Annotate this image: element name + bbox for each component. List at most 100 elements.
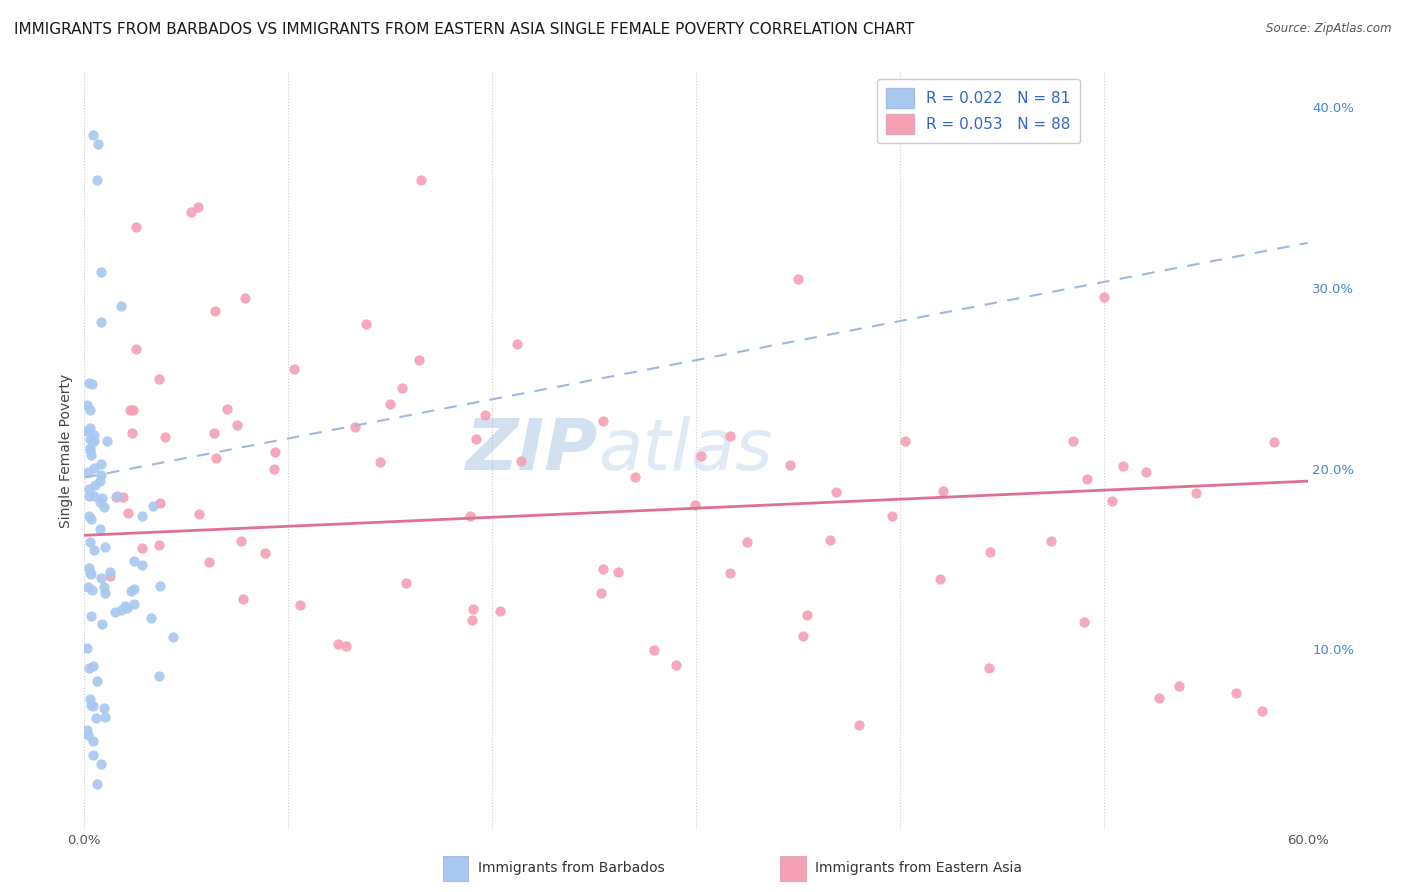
- Point: [115, 600, 138, 615]
- Point: [79, 376, 101, 391]
- Point: [1076, 472, 1098, 486]
- Point: [79, 402, 101, 417]
- Point: [720, 566, 742, 581]
- Point: [125, 342, 148, 356]
- Point: [77, 581, 100, 595]
- Point: [231, 533, 253, 548]
- Point: [893, 434, 915, 449]
- Point: [80, 608, 103, 623]
- Point: [79, 421, 101, 435]
- Point: [880, 508, 903, 523]
- Point: [683, 498, 706, 512]
- Point: [82, 699, 104, 714]
- Point: [84, 711, 107, 725]
- Point: [458, 508, 481, 523]
- Point: [131, 509, 153, 524]
- Point: [205, 451, 228, 466]
- Point: [735, 535, 758, 549]
- Point: [343, 420, 366, 434]
- Point: [86, 172, 108, 186]
- Point: [114, 599, 136, 614]
- Point: [77, 561, 100, 575]
- Point: [98, 569, 121, 583]
- Point: [76, 723, 98, 737]
- Point: [1092, 290, 1115, 304]
- Point: [718, 429, 741, 443]
- Point: [1112, 458, 1135, 473]
- Point: [1062, 434, 1084, 449]
- Point: [1263, 434, 1285, 449]
- Point: [779, 458, 801, 473]
- Point: [77, 661, 100, 675]
- Point: [91, 491, 114, 506]
- Point: [77, 489, 100, 503]
- Point: [233, 292, 256, 306]
- Point: [77, 483, 100, 497]
- Point: [80, 377, 103, 392]
- Point: [121, 425, 143, 440]
- Point: [162, 631, 184, 645]
- Text: ZIP: ZIP: [465, 416, 598, 485]
- Point: [148, 372, 170, 386]
- Point: [1040, 534, 1063, 549]
- Point: [110, 299, 132, 313]
- Point: [792, 629, 814, 643]
- Point: [215, 401, 238, 416]
- Point: [79, 566, 101, 581]
- Point: [1168, 679, 1191, 693]
- Point: [592, 562, 614, 576]
- Point: [83, 434, 105, 448]
- Point: [180, 204, 202, 219]
- Point: [623, 470, 645, 484]
- Point: [290, 598, 312, 612]
- Text: Immigrants from Barbados: Immigrants from Barbados: [478, 861, 665, 875]
- Point: [825, 484, 848, 499]
- Point: [76, 398, 98, 412]
- Point: [149, 496, 172, 510]
- Point: [607, 565, 630, 579]
- Point: [461, 613, 484, 627]
- Point: [82, 734, 104, 748]
- Point: [510, 454, 533, 468]
- Legend: R = 0.022   N = 81, R = 0.053   N = 88: R = 0.022 N = 81, R = 0.053 N = 88: [877, 79, 1080, 143]
- Point: [121, 402, 143, 417]
- Point: [139, 611, 162, 625]
- Point: [149, 579, 172, 593]
- Point: [1251, 704, 1274, 718]
- Point: [90, 315, 112, 329]
- Point: [391, 381, 413, 395]
- Point: [90, 571, 112, 585]
- Point: [796, 608, 818, 623]
- Point: [188, 507, 211, 521]
- Text: Immigrants from Eastern Asia: Immigrants from Eastern Asia: [815, 861, 1022, 875]
- Point: [117, 507, 139, 521]
- Point: [76, 640, 98, 655]
- Point: [124, 554, 146, 568]
- Point: [90, 265, 112, 279]
- Point: [368, 455, 391, 469]
- Point: [202, 425, 225, 440]
- Point: [90, 467, 112, 482]
- Point: [82, 434, 104, 448]
- Point: [787, 272, 810, 286]
- Point: [1149, 691, 1171, 706]
- Point: [96, 434, 118, 448]
- Point: [818, 533, 841, 548]
- Point: [263, 462, 285, 476]
- Point: [79, 442, 101, 456]
- Point: [89, 495, 111, 509]
- Point: [80, 583, 103, 598]
- Point: [94, 585, 117, 599]
- Point: [105, 490, 128, 504]
- Point: [204, 304, 226, 318]
- Point: [198, 555, 221, 569]
- Point: [79, 448, 101, 462]
- Point: [979, 545, 1001, 559]
- Point: [1073, 615, 1095, 630]
- Point: [79, 433, 101, 447]
- Point: [489, 604, 512, 618]
- Point: [378, 397, 401, 411]
- Text: IMMIGRANTS FROM BARBADOS VS IMMIGRANTS FROM EASTERN ASIA SINGLE FEMALE POVERTY C: IMMIGRANTS FROM BARBADOS VS IMMIGRANTS F…: [14, 22, 914, 37]
- Point: [94, 710, 117, 724]
- Point: [122, 582, 145, 596]
